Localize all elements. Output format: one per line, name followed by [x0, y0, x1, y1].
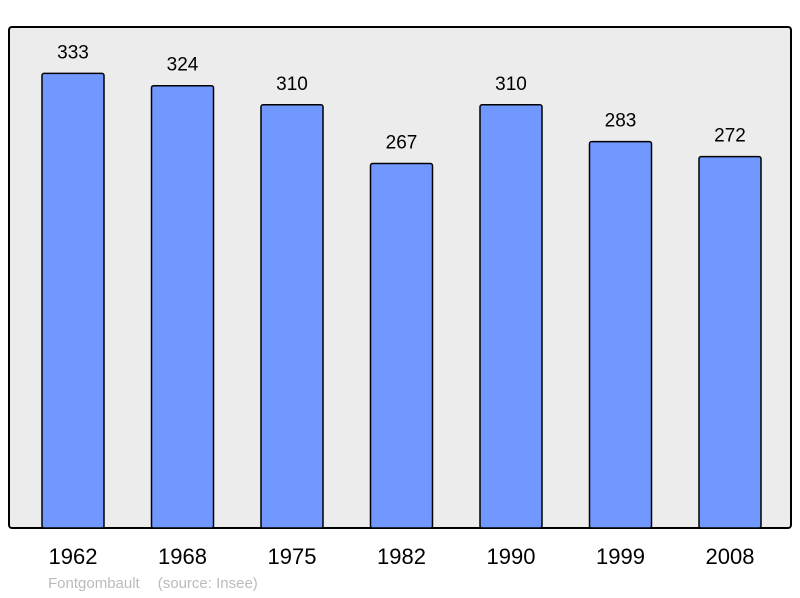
data-label-2008: 272 [714, 126, 746, 147]
x-tick-label-1975: 1975 [268, 544, 317, 569]
bar-1999 [588, 140, 653, 529]
x-tick-label-1990: 1990 [487, 544, 536, 569]
x-tick-label-2008: 2008 [706, 544, 755, 569]
x-tick-label-1999: 1999 [596, 544, 645, 569]
footer-source: (source: Insee) [157, 575, 258, 592]
data-label-1968: 324 [167, 55, 199, 76]
bar-1982 [369, 162, 434, 529]
bar-1968 [150, 84, 215, 529]
bar-2008 [698, 155, 762, 529]
x-tick-label-1962: 1962 [49, 544, 98, 569]
x-tick-label-1968: 1968 [158, 544, 207, 569]
data-label-1975: 310 [276, 74, 308, 95]
data-label-1999: 283 [605, 111, 637, 132]
data-label-1990: 310 [495, 74, 527, 95]
footer: Fontgombault (source: Insee) [48, 575, 276, 592]
bar-1962 [41, 72, 105, 529]
data-label-1982: 267 [386, 133, 418, 154]
bar-1975 [260, 104, 324, 529]
x-tick-label-1982: 1982 [377, 544, 426, 569]
footer-place: Fontgombault [48, 575, 140, 592]
bar-1990 [479, 104, 543, 529]
data-label-1962: 333 [57, 42, 89, 63]
